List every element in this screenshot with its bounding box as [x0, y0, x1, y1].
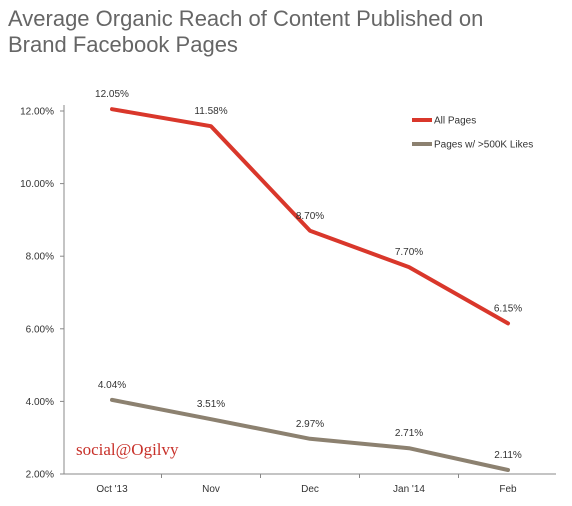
chart-title-line-1: Average Organic Reach of Content Publish… [8, 6, 484, 31]
x-tick-label: Jan '14 [393, 484, 425, 495]
data-label: 3.51% [197, 399, 225, 410]
data-label: 2.71% [395, 428, 423, 439]
data-label: 8.70% [296, 211, 324, 222]
x-tick-label: Dec [301, 484, 319, 495]
data-label: 11.58% [194, 106, 227, 117]
chart-title-line-2: Brand Facebook Pages [8, 32, 238, 57]
chart-data-labels: 12.05% 11.58% 8.70% 7.70% 6.15% 4.04% 3.51% 2.9… [95, 89, 522, 461]
x-tick-label: Oct '13 [96, 484, 128, 495]
legend-label: Pages w/ >500K Likes [434, 140, 533, 151]
brand-logo-text: social@Ogilvy [76, 440, 179, 459]
series-line-all-pages [110, 107, 510, 326]
data-label: 6.15% [494, 303, 522, 314]
data-label: 4.04% [98, 380, 126, 391]
chart-axes: 2.00% 4.00% 6.00% 8.00% 10.00% 12.00% Oct '13 N… [20, 105, 556, 495]
y-tick-label: 6.00% [26, 324, 54, 335]
chart-series [110, 107, 510, 472]
chart-legend: All Pages Pages w/ >500K Likes [412, 116, 533, 151]
data-label: 2.97% [296, 419, 324, 430]
y-tick-label: 4.00% [26, 397, 54, 408]
data-label: 12.05% [95, 89, 129, 100]
y-tick-label: 2.00% [26, 470, 54, 481]
x-tick-label: Nov [202, 484, 220, 495]
data-label: 7.70% [395, 247, 423, 258]
legend-label: All Pages [434, 116, 476, 127]
series-line-large-pages [110, 397, 510, 472]
chart-title: Average Organic Reach of Content Publish… [8, 6, 564, 58]
data-label: 2.11% [494, 450, 522, 461]
y-tick-label: 12.00% [20, 107, 54, 118]
y-tick-label: 10.00% [20, 179, 54, 190]
x-tick-label: Feb [499, 484, 517, 495]
y-tick-label: 8.00% [26, 252, 54, 263]
